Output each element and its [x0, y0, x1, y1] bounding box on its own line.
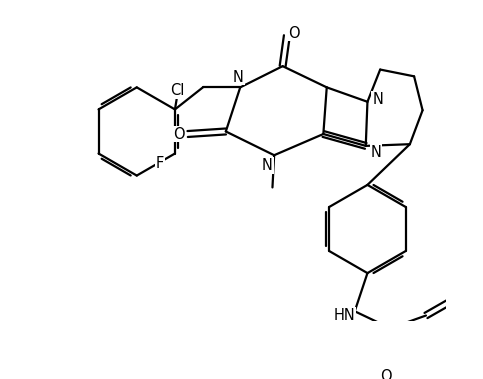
Text: F: F — [156, 156, 164, 171]
Text: N: N — [370, 145, 382, 160]
Text: N: N — [233, 70, 244, 85]
Text: HN: HN — [334, 308, 355, 323]
Text: O: O — [380, 369, 392, 379]
Text: N: N — [372, 92, 383, 107]
Text: O: O — [288, 25, 299, 41]
Text: N: N — [262, 158, 273, 173]
Text: O: O — [173, 127, 185, 141]
Text: Cl: Cl — [170, 83, 185, 98]
